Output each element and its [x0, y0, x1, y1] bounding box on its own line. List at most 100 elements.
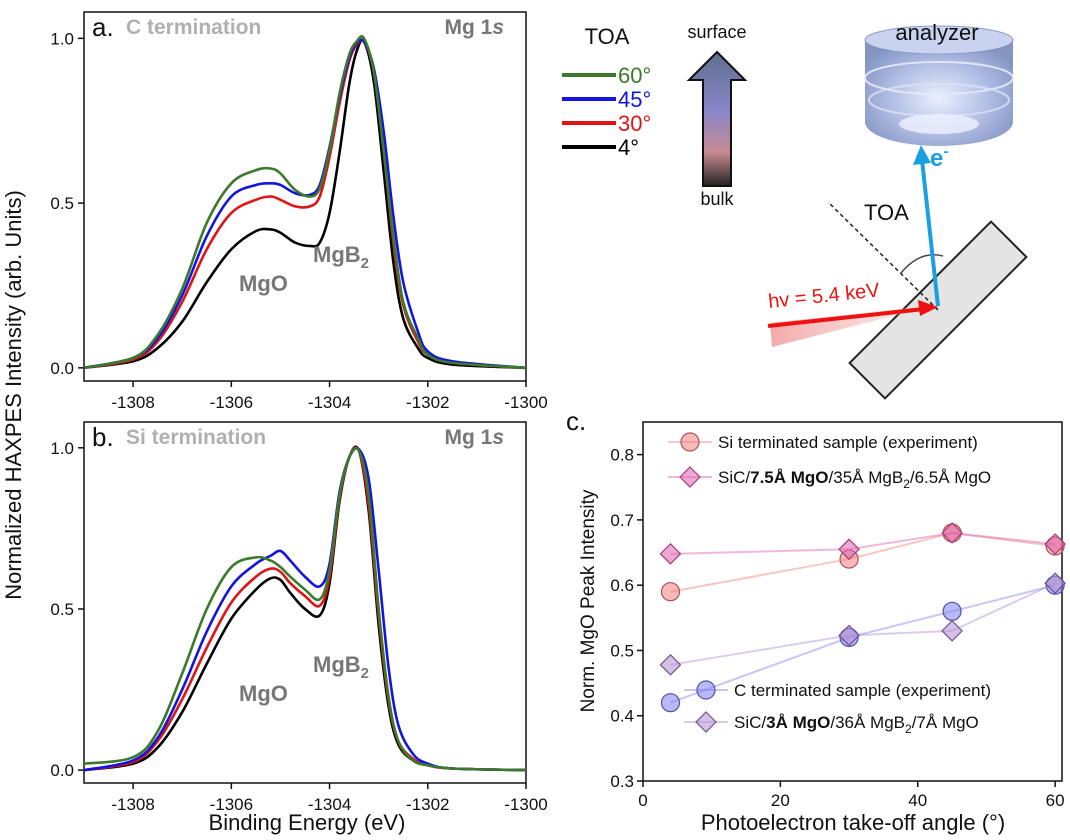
peak-label-mgb2: MgB2 — [313, 242, 369, 272]
legend-c-label-si_exp: Si terminated sample (experiment) — [718, 433, 978, 452]
series-line-0 — [83, 445, 527, 772]
toa-legend: TOA 60°45°30°4° surface bulk — [562, 22, 748, 209]
x-tick-label: -1302 — [406, 393, 449, 412]
series-line-c_sim — [670, 582, 1056, 666]
point-si_sim — [1044, 533, 1066, 555]
series-line-3 — [83, 446, 527, 772]
x-tick-label: 0 — [638, 791, 647, 810]
y-tick-label: 0.0 — [50, 761, 74, 780]
plot-frame — [83, 421, 527, 784]
y-tick-label: 0.4 — [610, 707, 634, 726]
y-tick-label: 0.7 — [610, 511, 634, 530]
toa-angle-arc — [900, 254, 944, 274]
shared-ylabel: Normalized HAXPES Intensity (arb. Units) — [1, 190, 26, 600]
point-c_exp — [942, 601, 962, 621]
x-tick-label: -1308 — [111, 393, 154, 412]
analyzer-icon — [864, 25, 1014, 146]
shared-xlabel: Binding Energy (eV) — [209, 810, 406, 835]
photon-beam-cone — [770, 305, 936, 347]
plot-frame — [642, 421, 1063, 782]
y-tick-label: 0.5 — [50, 600, 74, 619]
panel-c-ylabel: Norm. MgO Peak Intensity — [578, 489, 599, 712]
legend-c-marker-c_sim — [695, 711, 717, 733]
x-tick-label: -1300 — [504, 393, 547, 412]
corner-label: Mg 1s — [444, 426, 504, 449]
series-line-si_exp — [670, 531, 1056, 593]
x-tick-label: 20 — [771, 791, 790, 810]
series-line-1 — [83, 38, 527, 370]
plot-frame — [83, 11, 527, 382]
series-line-si_sim — [670, 531, 1056, 555]
x-tick-label: -1304 — [308, 795, 351, 814]
series-line-3 — [83, 35, 527, 370]
legend-c-marker-si_sim — [679, 466, 701, 488]
panel-title: C termination — [126, 16, 261, 39]
point-si_sim — [941, 522, 963, 544]
y-tick-label: 0.6 — [610, 576, 634, 595]
y-tick-label: 1.0 — [50, 29, 74, 48]
panel-b-chart: -1308 -1306 -1304 -1302 -1300 0.0 0.5 1.0 b. Si t… — [50, 421, 548, 814]
point-si_exp — [660, 582, 681, 602]
x-tick-label: 40 — [908, 791, 927, 810]
electron-path — [920, 159, 940, 307]
point-c_exp — [660, 693, 681, 713]
y-tick-label: 0.5 — [610, 641, 634, 660]
point-c_sim — [659, 653, 682, 676]
arrow-bottom-label: bulk — [700, 189, 734, 209]
x-tick-label: -1308 — [111, 795, 154, 814]
panel-a-chart: -1308 -1306 -1304 -1302 -1300 0.0 0.5 1.0 a. C te… — [50, 11, 548, 412]
toa-label: TOA — [864, 200, 909, 225]
series-line-c_exp — [670, 584, 1056, 704]
electron-label: e- — [930, 143, 948, 172]
peak-label-mgo: MgO — [239, 271, 288, 296]
point-c_sim — [941, 620, 963, 642]
panel-letter: b. — [92, 422, 114, 452]
x-tick-label: 60 — [1046, 791, 1065, 810]
panel-title: Si termination — [126, 426, 266, 449]
y-tick-label: 0.0 — [50, 359, 74, 378]
point-c_sim — [1044, 572, 1066, 595]
y-tick-label: 0.3 — [610, 772, 634, 791]
panel-letter: c. — [566, 406, 586, 436]
y-tick-label: 0.5 — [50, 194, 74, 213]
legend-label-0: 60° — [618, 63, 651, 88]
x-tick-label: -1302 — [406, 795, 449, 814]
legend-title: TOA — [585, 24, 630, 49]
photon-label: hv = 5.4 keV — [767, 279, 881, 313]
legend-label-2: 30° — [618, 111, 651, 136]
x-tick-label: -1306 — [210, 393, 253, 412]
y-tick-label: 0.8 — [610, 446, 634, 465]
photon-arrowhead-icon — [918, 300, 938, 316]
series-line-2 — [83, 446, 527, 772]
surface-bulk-arrow — [686, 50, 748, 187]
surface-normal-line — [827, 201, 939, 311]
x-tick-label: -1304 — [308, 393, 351, 412]
experiment-schematic: analyzer TOA e- hv = 5.4 keV — [767, 20, 1028, 400]
x-tick-label: -1300 — [504, 795, 547, 814]
series-line-0 — [83, 38, 527, 370]
peak-label-mgb2: MgB2 — [313, 652, 369, 682]
legend-c-marker-si_exp — [680, 432, 700, 452]
photon-path — [767, 307, 925, 328]
electron-arrowhead-icon — [913, 145, 931, 165]
legend-c-marker-c_exp — [696, 680, 716, 700]
corner-label: Mg 1s — [444, 16, 504, 39]
point-si_sim — [659, 543, 682, 565]
legend-label-1: 45° — [618, 87, 651, 112]
y-tick-label: 1.0 — [50, 439, 74, 458]
point-c_sim — [838, 624, 860, 647]
point-si_sim — [838, 538, 860, 561]
analyzer-label: analyzer — [895, 20, 978, 45]
panel-c-xlabel: Photoelectron take-off angle (°) — [701, 810, 1005, 835]
legend-c-label-c_sim: SiC/3Å MgO/36Å MgB2/7Å MgO — [734, 713, 979, 736]
arrow-top-label: surface — [687, 22, 746, 42]
legend-label-3: 4° — [618, 135, 639, 160]
panel-letter: a. — [92, 12, 114, 42]
legend-c-label-c_exp: C terminated sample (experiment) — [734, 681, 991, 700]
series-line-2 — [83, 38, 527, 370]
legend-c-label-si_sim: SiC/7.5Å MgO/35Å MgB2/6.5Å MgO — [718, 468, 991, 491]
panel-c-chart: 0 20 40 60 0.3 0.4 0.5 0.6 0.7 0.8 Norm. MgO Peak … — [566, 406, 1066, 835]
peak-label-mgo: MgO — [239, 681, 288, 706]
x-tick-label: -1306 — [210, 795, 253, 814]
